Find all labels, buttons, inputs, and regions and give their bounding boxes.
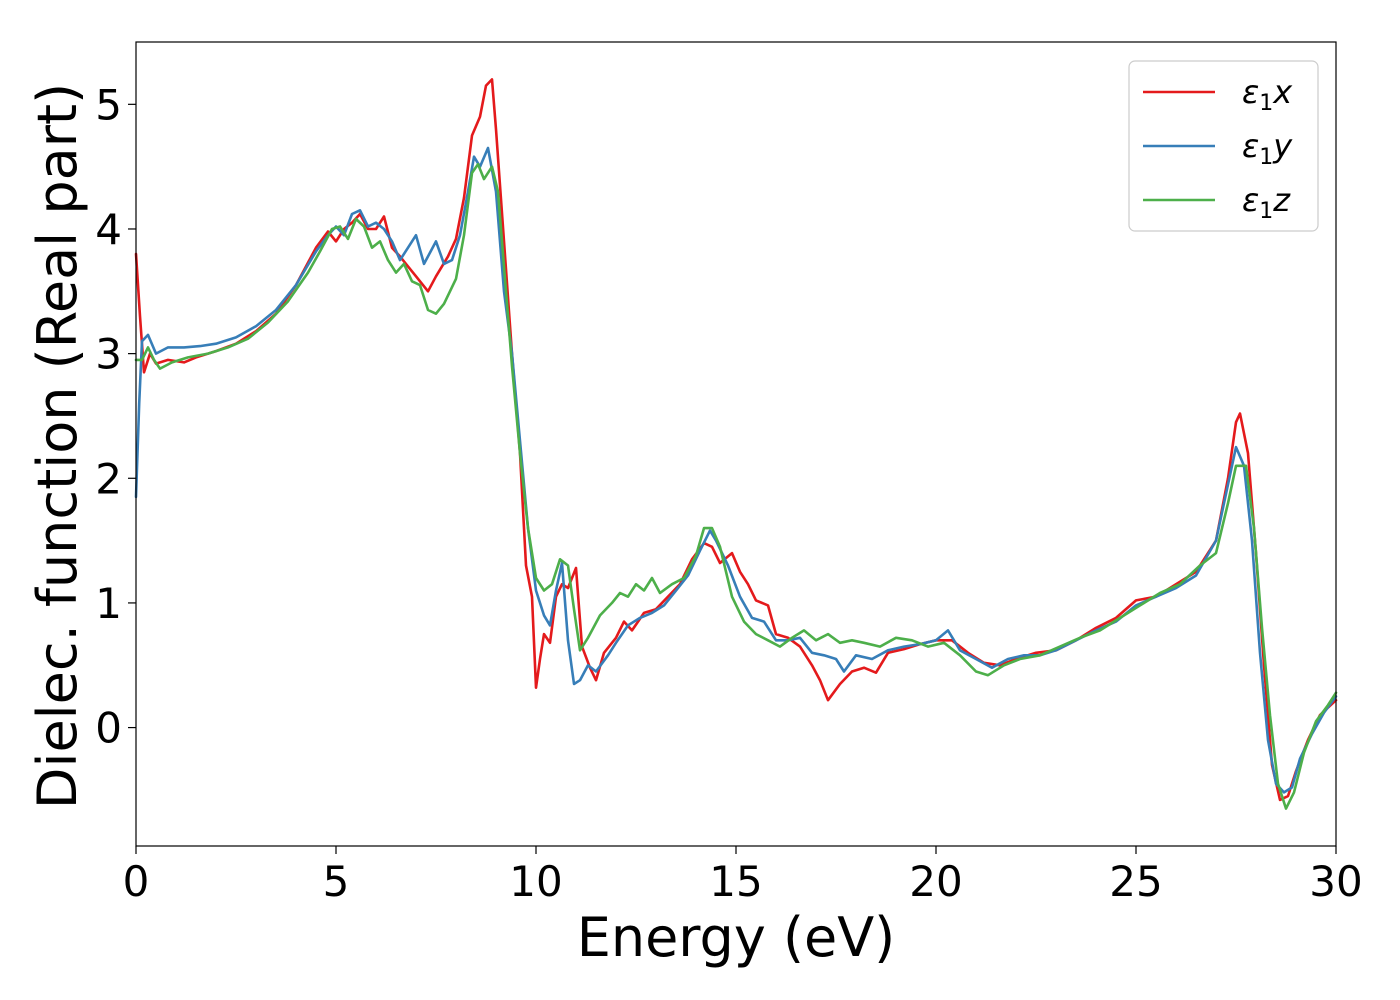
y-tick-label: 4 (95, 205, 122, 254)
legend-subscript: 1 (1259, 145, 1273, 170)
legend-symbol: ε (1242, 73, 1259, 111)
x-tick-label: 20 (909, 857, 962, 906)
y-tick-label: 3 (95, 330, 122, 379)
legend-variable: y (1272, 127, 1293, 165)
x-axis-label: Energy (eV) (577, 906, 896, 969)
y-tick-label: 2 (95, 454, 122, 503)
x-tick-label: 15 (709, 857, 762, 906)
legend-subscript: 1 (1259, 199, 1273, 224)
legend-symbol: ε (1242, 181, 1259, 219)
legend-variable: x (1272, 73, 1293, 111)
series-layer (134, 78, 1338, 810)
legend-symbol: ε (1242, 127, 1259, 165)
y-tick-label: 0 (95, 704, 122, 753)
series-line-x (134, 78, 1338, 802)
legend-box (1128, 60, 1319, 232)
y-tick-label: 5 (95, 80, 122, 129)
x-tick-label: 25 (1109, 857, 1162, 906)
series-line-y (134, 146, 1338, 794)
x-tick-label: 30 (1309, 857, 1362, 906)
legend-label-z: ε1z (1242, 181, 1291, 224)
legend-subscript: 1 (1259, 91, 1273, 116)
y-axis-label: Dielec. function (Real part) (26, 83, 89, 809)
x-tick-label: 10 (509, 857, 562, 906)
series-line-z (134, 162, 1338, 810)
legend-label-x: ε1x (1242, 73, 1293, 116)
legend-variable: z (1272, 181, 1291, 219)
x-tick-label: 0 (123, 857, 150, 906)
x-tick-label: 5 (323, 857, 350, 906)
y-tick-label: 1 (95, 579, 122, 628)
legend-label-y: ε1y (1242, 127, 1293, 170)
ticks-layer: 0 5 10 15 20 25 30 0 1 2 3 4 5 (95, 80, 1362, 906)
